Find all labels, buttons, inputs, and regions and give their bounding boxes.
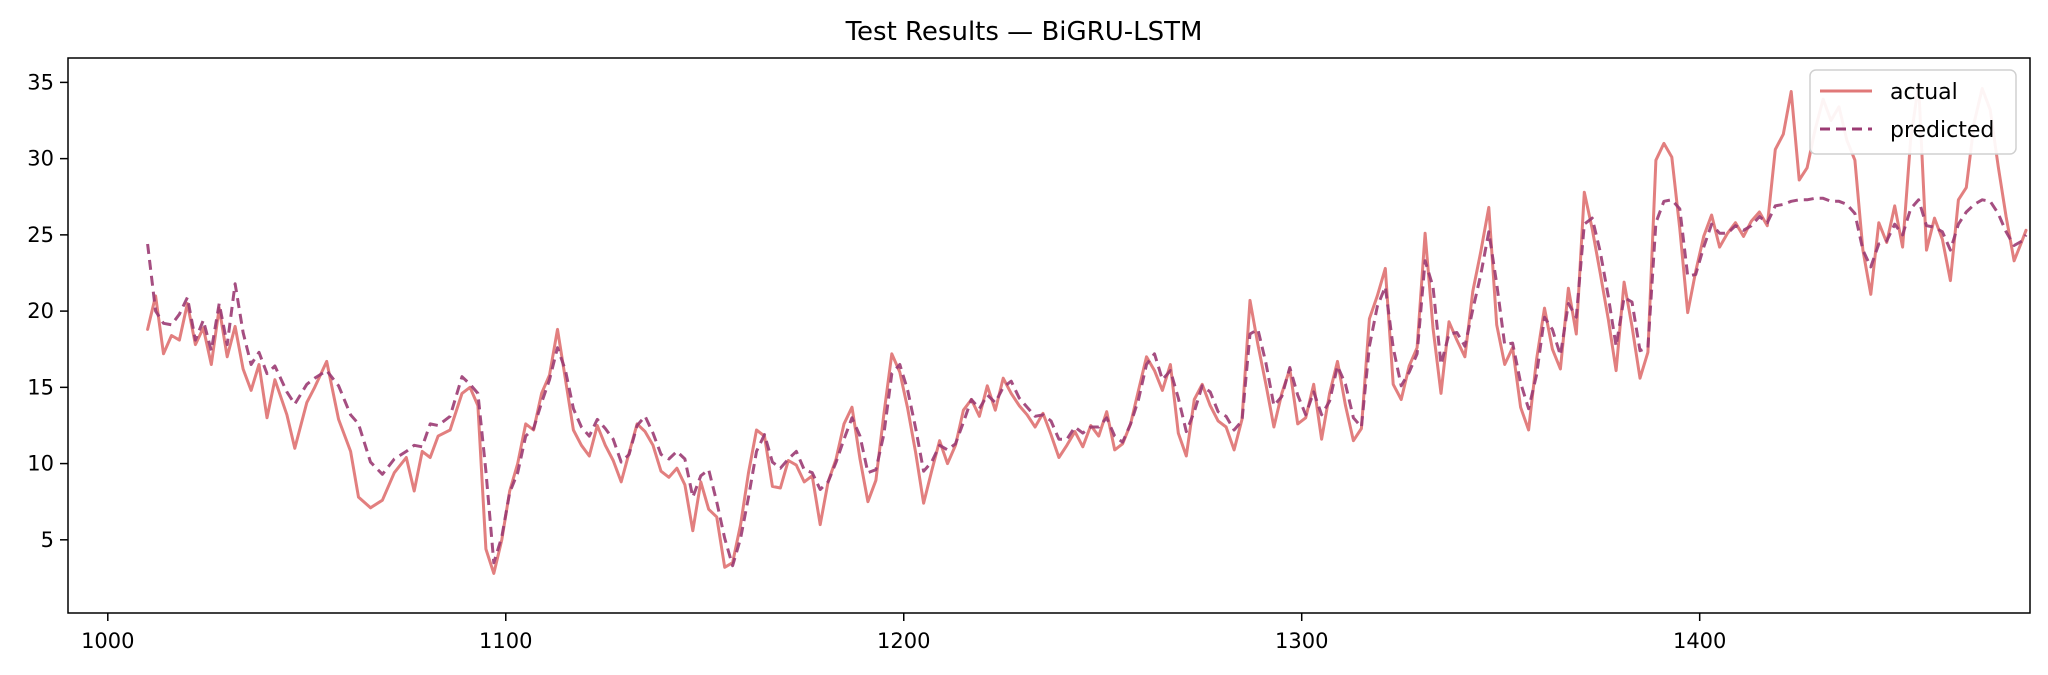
x-tick-label: 1300: [1275, 629, 1328, 653]
x-tick-label: 1100: [479, 629, 532, 653]
legend-label-predicted: predicted: [1890, 118, 1994, 143]
legend-label-actual: actual: [1890, 80, 1958, 105]
x-axis: 1000 1100 1200 1300 1400: [81, 613, 1726, 653]
x-tick-label: 1400: [1673, 629, 1726, 653]
y-tick-label: 25: [27, 223, 54, 247]
y-tick-label: 20: [27, 299, 54, 323]
y-tick-label: 5: [41, 528, 54, 552]
y-tick-label: 10: [27, 452, 54, 476]
chart-title: Test Results — BiGRU-LSTM: [845, 17, 1203, 47]
y-tick-label: 15: [27, 375, 54, 399]
legend: actual predicted: [1809, 69, 2017, 155]
series-line-actual: [146, 82, 2028, 575]
x-tick-label: 1000: [81, 629, 134, 653]
y-axis: 5 10 15 20 25 30 35: [27, 70, 68, 552]
plot-frame: [67, 57, 2031, 614]
y-tick-label: 30: [27, 147, 54, 171]
y-tick-label: 35: [27, 70, 54, 94]
x-tick-label: 1200: [877, 629, 930, 653]
series-line-predicted: [146, 196, 2028, 568]
series-layer: [146, 82, 2028, 575]
